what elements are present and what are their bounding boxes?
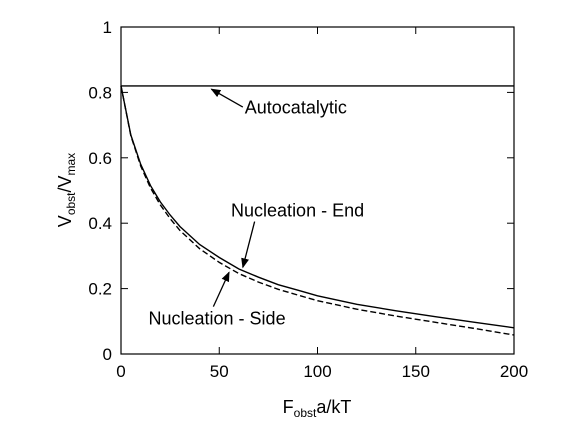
series-line-nucleation-end: [120, 85, 515, 329]
annotation-arrow: [212, 271, 230, 307]
y-tick-label: 0.6: [88, 149, 112, 168]
x-tick-label: 0: [116, 362, 125, 381]
annotation-arrow: [241, 221, 256, 269]
plot-frame: [120, 26, 515, 355]
x-tick-label: 150: [402, 362, 430, 381]
y-tick-label: 0.4: [88, 214, 112, 233]
x-tick-label: 100: [303, 362, 331, 381]
x-tick-label: 200: [500, 362, 528, 381]
x-axis-title: Fobsta/kT: [283, 397, 352, 420]
y-tick-label: 0.2: [88, 280, 112, 299]
y-tick-label: 1: [103, 18, 112, 37]
annotation-label: Nucleation - Side: [149, 309, 286, 329]
axis-ticks: 0 50 100 150 200 0 0.2 0.4 0.6 0.8 1: [88, 18, 528, 381]
annotation-label: Nucleation - End: [231, 201, 364, 221]
y-axis-title: Vobst/Vmax: [55, 153, 78, 227]
y-tick-label: 0.8: [88, 83, 112, 102]
x-tick-label: 50: [210, 362, 229, 381]
annotation-layer: Autocatalytic Nucleation - End Nucleation …: [149, 88, 364, 329]
annotation-label: Autocatalytic: [245, 98, 347, 118]
series-layer: [120, 85, 515, 336]
y-tick-label: 0: [103, 345, 112, 364]
annotation-arrow: [210, 88, 244, 108]
